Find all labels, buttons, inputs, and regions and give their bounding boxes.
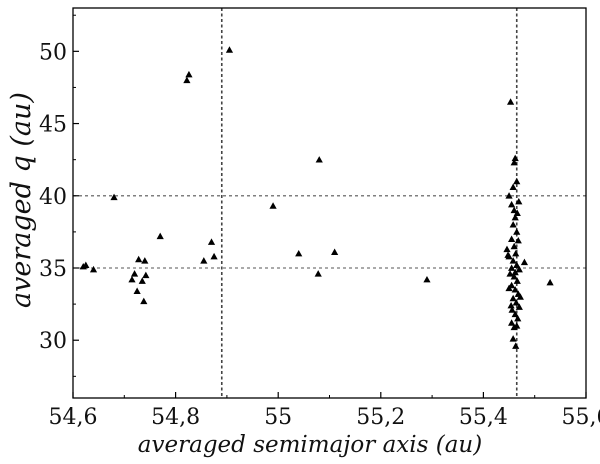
y-tick-label: 50 (39, 40, 67, 65)
data-point (513, 228, 521, 235)
reference-lines (73, 8, 586, 398)
data-point (516, 293, 524, 300)
data-point (511, 310, 519, 318)
data-point (511, 286, 519, 293)
data-point (513, 177, 521, 185)
data-point (509, 335, 517, 342)
x-axis-label: averaged semimajor axis (au) (138, 432, 482, 458)
data-point (130, 270, 139, 277)
y-axis: 30 35 40 45 50 (39, 14, 79, 377)
data-point (110, 193, 118, 201)
data-point (511, 268, 519, 276)
x-tick-label: 54,6 (49, 405, 98, 430)
data-point (504, 251, 512, 258)
data-point (506, 98, 515, 105)
data-point (138, 277, 146, 284)
data-point (515, 303, 523, 310)
data-point (508, 235, 516, 242)
data-point (514, 236, 522, 244)
data-point (509, 294, 517, 302)
data-point (503, 245, 511, 253)
x-tick-label: 55,6 (562, 405, 600, 430)
y-tick-label: 45 (39, 113, 67, 138)
x-axis: 54,6 54,8 55 55,2 55,4 55,6 (49, 392, 600, 430)
y-tick-label: 40 (39, 185, 67, 210)
data-point (315, 156, 323, 163)
data-point (185, 70, 193, 78)
data-point (508, 319, 516, 326)
y-tick-label: 35 (39, 257, 67, 282)
data-point (512, 342, 520, 349)
data-point (505, 192, 513, 199)
data-point (225, 46, 234, 53)
data-point (512, 249, 520, 257)
data-point (505, 284, 513, 292)
data-point (156, 232, 164, 240)
data-point (423, 275, 431, 283)
x-tick-label: 55,2 (356, 405, 405, 430)
data-point (508, 264, 516, 271)
data-point (133, 287, 141, 294)
data-point (331, 248, 339, 255)
y-axis-label: averaged q (au) (6, 92, 37, 308)
data-point (546, 278, 554, 286)
data-point (513, 261, 521, 268)
data-point (515, 265, 523, 273)
data-point (510, 158, 518, 166)
data-point (509, 183, 517, 190)
data-point (511, 154, 519, 162)
data-point (514, 314, 522, 322)
data-point (520, 258, 529, 266)
data-point (513, 322, 521, 329)
data-point (82, 261, 90, 268)
y-tick-label: 30 (39, 329, 67, 354)
x-tick-label: 55 (264, 405, 292, 430)
data-point (510, 242, 518, 250)
data-point (511, 213, 519, 221)
data-point (89, 265, 98, 273)
data-point (141, 257, 149, 264)
data-point (509, 221, 517, 228)
data-point (210, 252, 218, 260)
data-point (506, 270, 514, 277)
plot-frame (72, 7, 587, 399)
data-point (510, 273, 518, 280)
data-point (142, 271, 150, 279)
data-point (510, 206, 518, 214)
data-point (140, 297, 148, 305)
data-point (200, 257, 208, 264)
data-point (135, 255, 143, 263)
data-point (513, 209, 521, 216)
data-point (509, 257, 517, 264)
data-point (512, 299, 520, 306)
data-point (314, 270, 322, 277)
data-point (207, 238, 216, 245)
data-point (513, 277, 521, 284)
data-point (507, 301, 515, 309)
data-point (269, 202, 277, 209)
x-tick-label: 55,4 (459, 405, 508, 430)
data-point (183, 76, 191, 84)
data-point (508, 306, 516, 313)
data-points (79, 46, 554, 349)
x-tick-label: 54,8 (151, 405, 200, 430)
data-point (515, 197, 523, 205)
data-point (128, 275, 136, 283)
data-point (508, 200, 516, 208)
data-point (295, 249, 303, 257)
